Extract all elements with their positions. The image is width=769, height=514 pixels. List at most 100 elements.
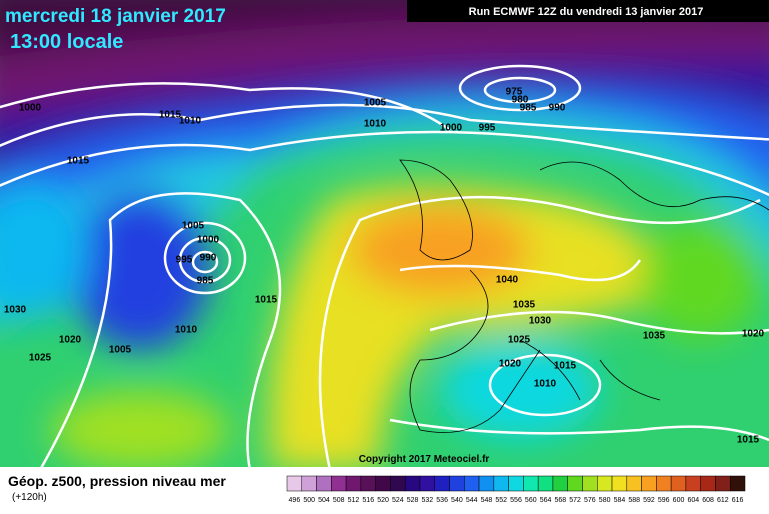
isobar-label: 1005 (364, 98, 387, 109)
scale-swatch (286, 475, 303, 492)
isobar (458, 64, 582, 112)
scale-swatch (345, 475, 362, 492)
isobars (0, 64, 769, 471)
isobar-label: 995 (479, 123, 496, 134)
isobar-label: 1010 (364, 119, 387, 130)
scale-label: 548 (481, 497, 493, 504)
isobar (318, 195, 761, 471)
scale-swatch (316, 475, 332, 492)
scale-swatch (523, 475, 539, 492)
scale-label: 516 (362, 497, 374, 504)
isobar (0, 82, 451, 132)
isobar-label: 1030 (529, 316, 552, 327)
scale-swatch (390, 475, 406, 492)
field (0, 0, 769, 470)
isobar (429, 310, 769, 335)
scale-label: 588 (628, 497, 640, 504)
isobar-label: 1005 (182, 221, 205, 232)
scale-swatch (641, 475, 657, 492)
scale-label: 600 (673, 497, 685, 504)
isobar (0, 103, 769, 148)
scale-swatch (434, 475, 450, 492)
isobar-label: 985 (197, 276, 214, 287)
isobar-label: 1015 (67, 156, 90, 167)
isobar-label: 985 (520, 103, 537, 114)
scale-swatch (685, 475, 701, 492)
scale-label: 596 (658, 497, 670, 504)
isobar-label: 1040 (496, 275, 519, 286)
scale-label: 604 (687, 497, 699, 504)
isobar-label: 1005 (109, 345, 132, 356)
isobar-label: 980 (512, 95, 529, 106)
scale-swatch (419, 475, 435, 492)
scale-label: 608 (702, 497, 714, 504)
scale-swatch (715, 475, 731, 492)
scale-label: 540 (451, 497, 463, 504)
scale-swatch (375, 475, 391, 492)
scale-swatch (611, 475, 628, 492)
isobar-label: 1015 (255, 295, 278, 306)
isobar-label: 1015 (737, 435, 760, 446)
scale-swatch (670, 475, 687, 492)
scale-label: 560 (525, 497, 537, 504)
scale-label: 572 (569, 497, 581, 504)
scale-swatch (508, 475, 524, 492)
isobar (38, 192, 282, 471)
color-scale: 496 500 504 508 512 516 520 524 528 532 536 540 544 5… (286, 475, 746, 504)
run-box (407, 0, 769, 22)
legend-subtitle: (+120h) (12, 492, 47, 503)
isobar-label: 1000 (197, 235, 220, 246)
scale-label: 512 (348, 497, 360, 504)
scale-swatch (360, 475, 376, 492)
scale-label: 564 (540, 497, 552, 504)
isobar-label: 1030 (4, 305, 27, 316)
scale-swatch (626, 475, 642, 492)
scale-label: 616 (732, 497, 744, 504)
copyright: Copyright 2017 Meteociel.fr (359, 454, 490, 465)
scale-label: 576 (584, 497, 596, 504)
scale-label: 532 (422, 497, 434, 504)
scale-swatch (656, 475, 672, 492)
scale-label: 500 (303, 497, 315, 504)
scale-label: 496 (289, 497, 301, 504)
isobar-label: 1035 (513, 300, 536, 311)
scale-swatch (464, 475, 480, 492)
scale-label: 524 (392, 497, 404, 504)
scale-label: 504 (318, 497, 330, 504)
isobar-label: 975 (506, 87, 523, 98)
scale-swatch (493, 475, 509, 492)
scale-swatch (478, 475, 495, 492)
isobar-label: 990 (549, 103, 566, 114)
scale-swatch (700, 475, 716, 492)
isobar-label: 990 (200, 253, 217, 264)
isobar-label: 1015 (554, 361, 577, 372)
isobar (483, 76, 557, 104)
isobar (389, 418, 769, 442)
isobar (399, 259, 642, 282)
isobar-label: 1010 (179, 116, 202, 127)
scale-label: 544 (466, 497, 478, 504)
isobar (178, 236, 232, 284)
isobar-label: 1015 (159, 110, 182, 121)
scale-swatch (537, 475, 554, 492)
scale-label: 612 (717, 497, 729, 504)
run-info: Run ECMWF 12Z du vendredi 13 janvier 201… (469, 6, 704, 18)
isobar-label: 1035 (643, 331, 666, 342)
isobar-label: 1020 (742, 329, 765, 340)
isobar (488, 353, 602, 417)
scale-label: 536 (436, 497, 448, 504)
scale-swatch (567, 475, 583, 492)
scale-label: 568 (554, 497, 566, 504)
date-title: mercredi 18 janvier 2017 (5, 6, 226, 27)
scale-swatch (301, 475, 317, 492)
scale-swatch (449, 475, 465, 492)
scale-swatch (404, 475, 421, 492)
time-title: 13:00 locale (10, 31, 123, 53)
isobar-label: 1010 (534, 379, 557, 390)
isobar-label: 995 (176, 255, 193, 266)
isobar-label: 1025 (29, 353, 52, 364)
scale-label: 508 (333, 497, 345, 504)
isobar-label: 1020 (499, 359, 522, 370)
